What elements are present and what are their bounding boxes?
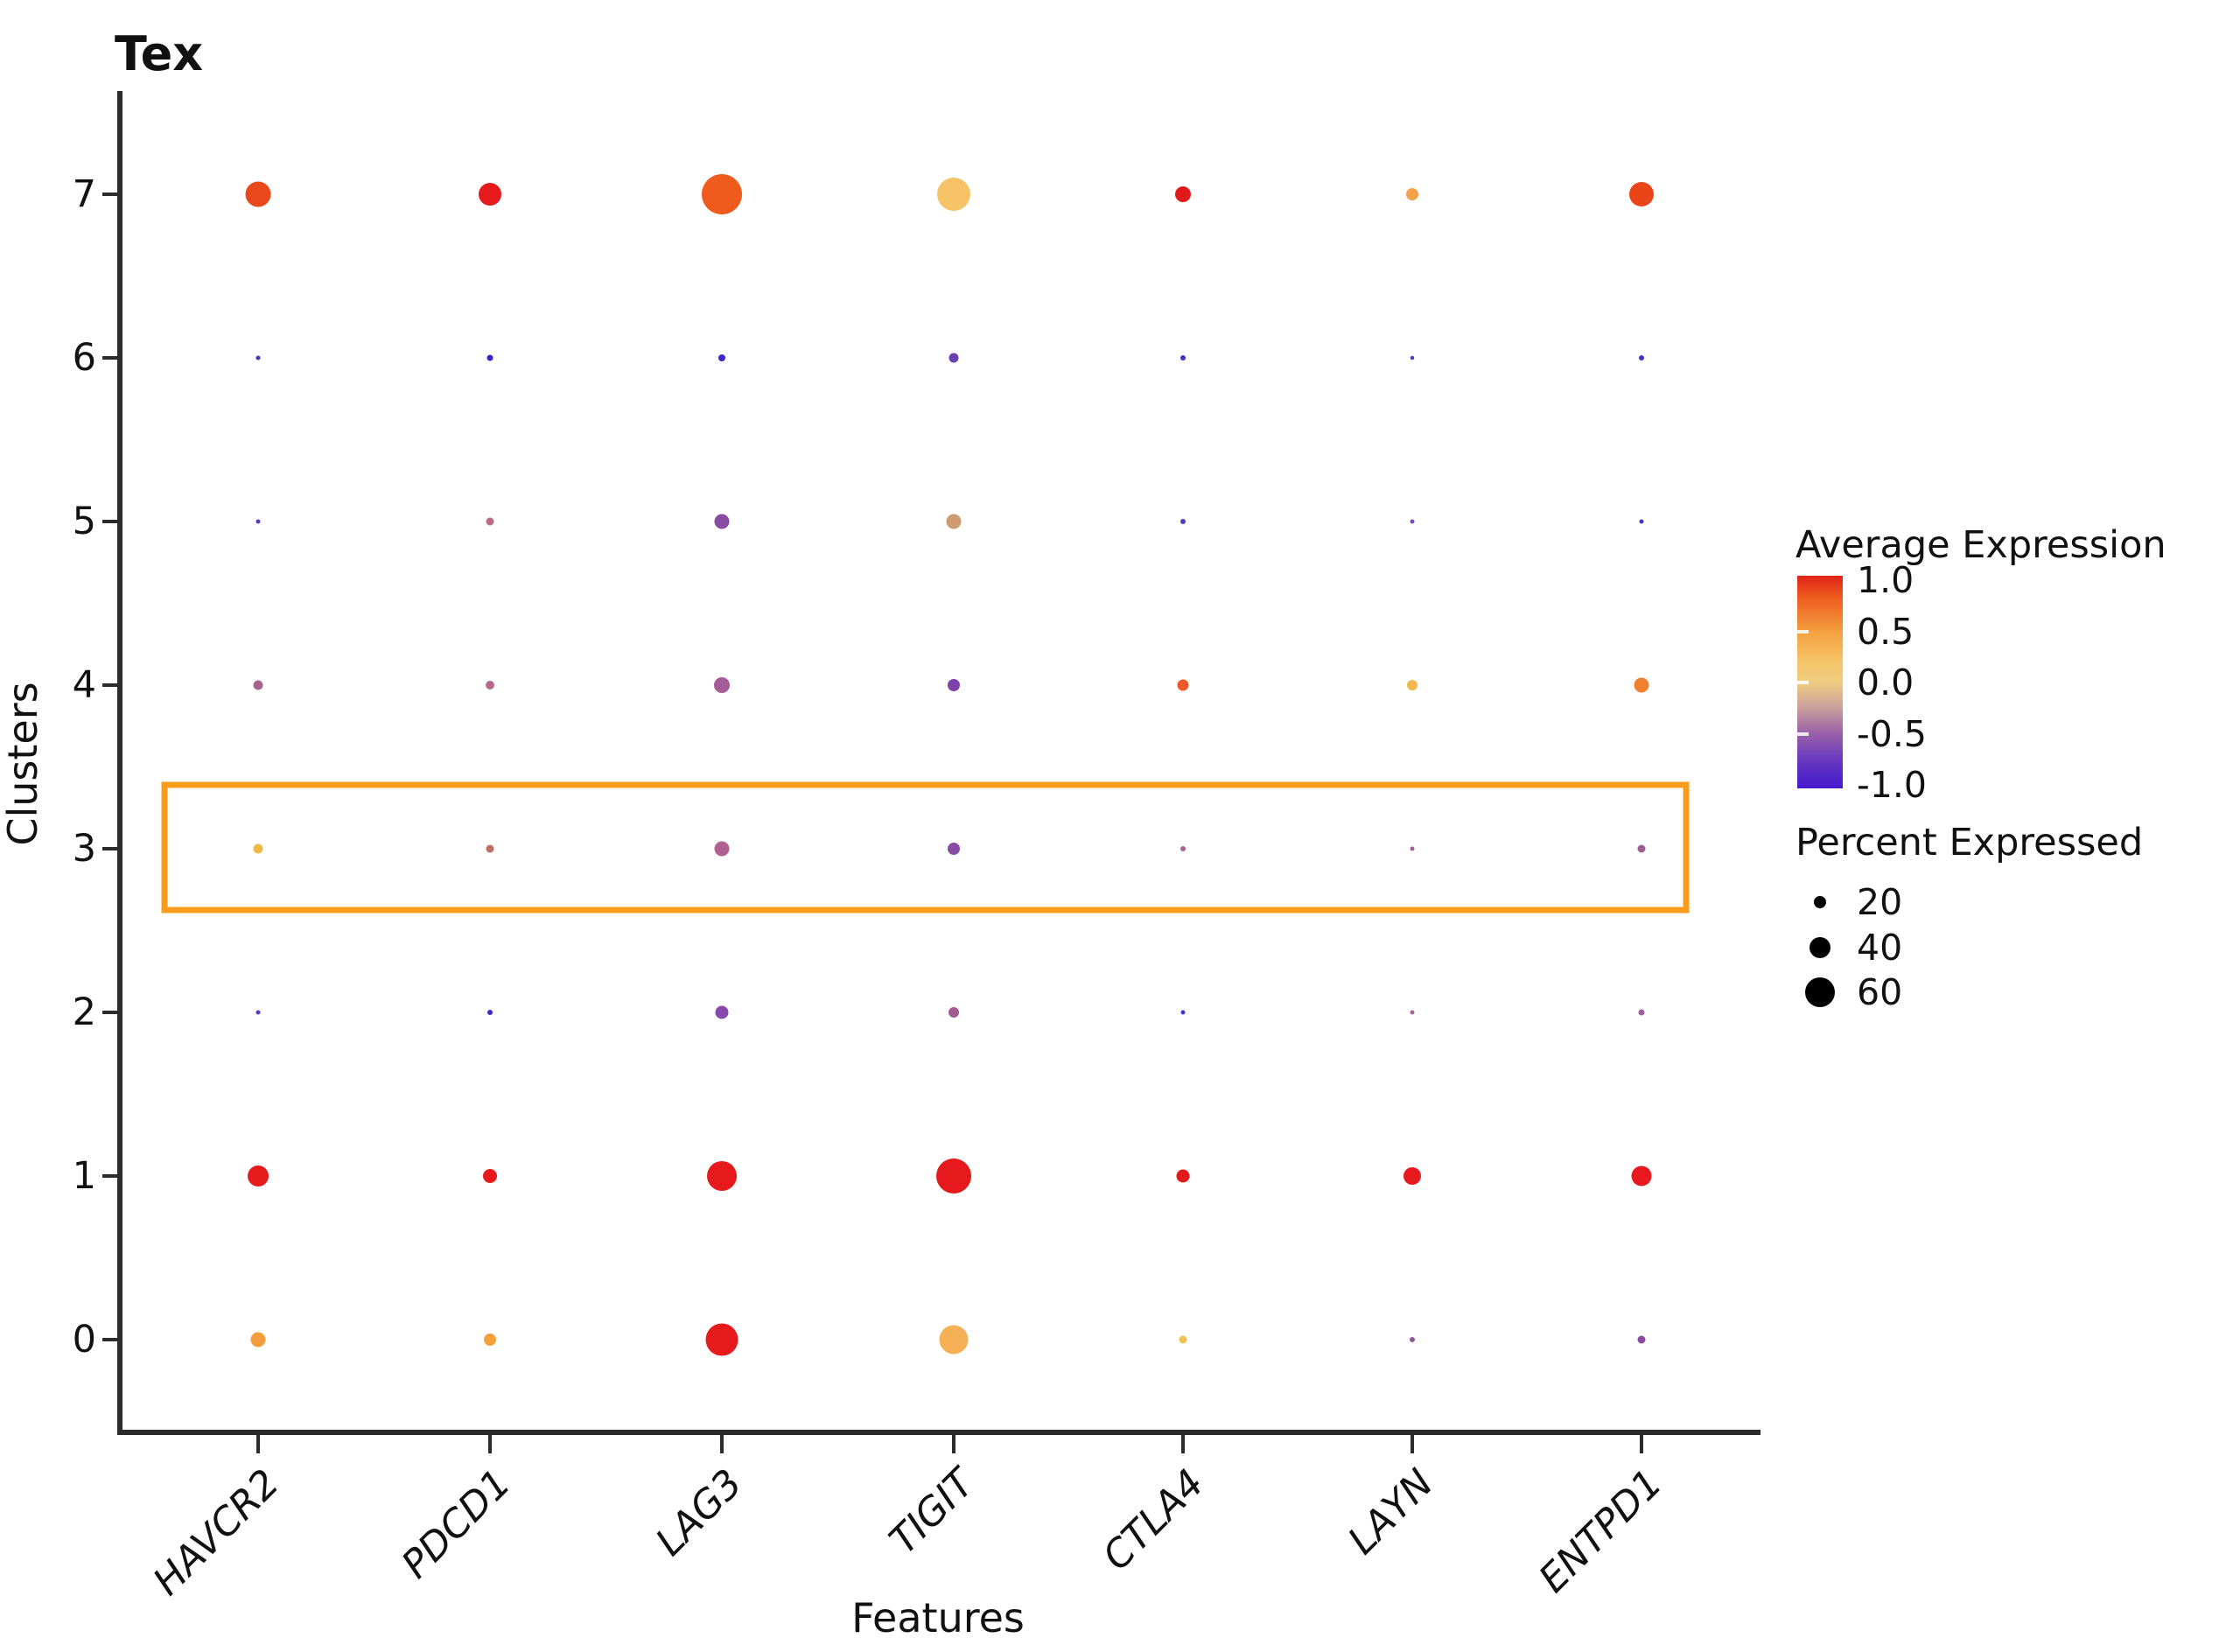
expression-dot (714, 514, 730, 529)
y-tick-label: 1 (72, 1154, 96, 1198)
expression-dot (718, 354, 725, 361)
expression-dot (1180, 519, 1186, 524)
expression-dot (936, 1158, 971, 1194)
y-tick-label: 3 (72, 827, 96, 871)
percent-legend-dot (1814, 896, 1826, 908)
expression-dot (486, 354, 494, 361)
colorbar-tick-mark (1797, 629, 1809, 634)
expression-dot (707, 1161, 737, 1191)
percent-legend-dot (1805, 977, 1835, 1007)
expression-dot (1410, 1010, 1415, 1015)
expression-dot (1180, 846, 1186, 851)
expression-dot (1631, 1166, 1652, 1186)
expression-dot (479, 183, 501, 206)
expression-dot (1637, 1335, 1646, 1344)
expression-dot (702, 174, 742, 214)
expression-dot (256, 355, 261, 360)
expression-dot (250, 1332, 266, 1348)
expression-dot (714, 677, 730, 693)
expression-dot (937, 178, 970, 211)
expression-dot (1638, 1009, 1645, 1016)
y-tick-label: 2 (72, 990, 96, 1034)
expression-dot (256, 519, 261, 524)
expression-dot (487, 1010, 493, 1015)
expression-dot (1406, 188, 1418, 200)
expression-dot (1177, 679, 1189, 691)
expression-dot (253, 844, 263, 854)
colorbar-tick-label: -0.5 (1857, 712, 1927, 755)
expression-dot (948, 679, 960, 691)
expression-dot (705, 1323, 738, 1356)
expression-dot (256, 1010, 261, 1015)
expression-dot (948, 353, 959, 363)
expression-dot (1180, 355, 1186, 360)
expression-dot (1637, 844, 1646, 853)
colorbar-tick-label: 0.5 (1857, 610, 1914, 653)
y-tick-label: 7 (72, 172, 96, 216)
y-tick-label: 5 (72, 500, 96, 543)
percent-legend-label: 20 (1857, 881, 1903, 923)
expression-dot (248, 1166, 269, 1186)
expression-dot (1410, 1337, 1415, 1342)
expression-dot (714, 841, 730, 857)
expression-dot (1629, 182, 1654, 206)
expression-dot (1639, 355, 1644, 360)
y-tick-label: 6 (72, 336, 96, 380)
colorbar-tick-label: -1.0 (1857, 764, 1927, 806)
expression-dot (486, 517, 494, 526)
expression-dot (1410, 355, 1415, 360)
highlight-rect (161, 781, 1690, 914)
expression-dot (486, 681, 494, 690)
expression-dot (1639, 519, 1644, 524)
percent-legend-label: 40 (1857, 927, 1903, 969)
colorbar (1797, 576, 1843, 788)
expression-dot (483, 1169, 497, 1183)
percent-legend-dot (1810, 937, 1830, 958)
expression-dot (1180, 1010, 1186, 1015)
colorbar-tick-label: 0.0 (1857, 662, 1914, 704)
expression-dot (486, 844, 494, 853)
expression-dot (1634, 677, 1649, 693)
expression-dot (1175, 186, 1191, 202)
size-legend-title: Percent Expressed (1796, 821, 2144, 864)
expression-dot (948, 1007, 959, 1018)
colorbar-tick-mark (1797, 681, 1809, 684)
expression-dot (484, 1334, 496, 1346)
y-tick-label: 4 (72, 663, 96, 707)
colorbar-legend-title: Average Expression (1796, 523, 2166, 567)
expression-dot (1410, 519, 1415, 524)
expression-dot (253, 680, 263, 690)
colorbar-tick-label: 1.0 (1857, 559, 1914, 601)
expression-dot (1176, 1169, 1190, 1183)
expression-dot (939, 1325, 969, 1354)
expression-dot (245, 181, 271, 207)
x-axis-title: Features (851, 1594, 1025, 1642)
colorbar-tick-mark (1797, 732, 1809, 736)
expression-dot (948, 843, 960, 855)
expression-dot (1179, 1335, 1187, 1344)
expression-dot (1410, 846, 1415, 851)
percent-legend-label: 60 (1857, 971, 1903, 1013)
y-tick-label: 0 (72, 1318, 96, 1362)
expression-dot (946, 514, 962, 529)
plot-title: Tex (115, 26, 204, 81)
expression-dot (1404, 1167, 1421, 1185)
expression-dot (1407, 680, 1418, 690)
expression-dot (715, 1005, 729, 1019)
